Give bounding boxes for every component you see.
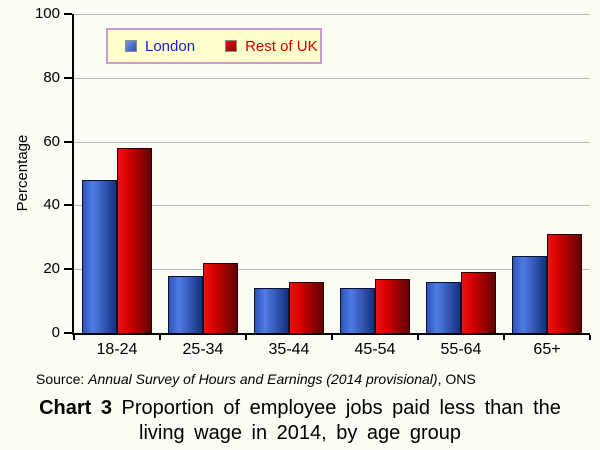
bar-london-18-24 — [82, 179, 117, 333]
y-tick-0 — [64, 332, 72, 334]
y-tick-60 — [64, 140, 72, 143]
category-slot-55-64 — [418, 14, 504, 333]
caption-line-1: Chart 3 Proportion of employee jobs paid… — [0, 396, 600, 421]
y-tick-label-20: 20 — [43, 260, 60, 278]
bar-rest-of-uk-35-44 — [289, 281, 324, 333]
gridline-60 — [74, 141, 590, 143]
category-slot-65- — [504, 14, 590, 333]
rest-of-uk-swatch-icon — [225, 40, 238, 52]
y-tick-20 — [64, 268, 72, 271]
x-boundary-tick-4 — [416, 335, 419, 340]
legend-item-london: London — [125, 38, 195, 55]
x-boundary-tick-0 — [73, 335, 75, 340]
x-label-25-34: 25-34 — [182, 341, 224, 358]
chart-caption: Chart 3 Proportion of employee jobs paid… — [0, 396, 600, 446]
y-tick-label-100: 100 — [34, 5, 60, 22]
bar-london-55-64 — [426, 281, 461, 333]
x-label-45-54: 45-54 — [354, 341, 396, 358]
x-boundary-tick-2 — [244, 335, 247, 340]
x-boundary-tick-6 — [589, 335, 591, 340]
x-label-35-44: 35-44 — [268, 341, 310, 358]
source-prefix: Source: — [36, 371, 89, 387]
bars-row — [74, 14, 590, 333]
category-slot-25-34 — [160, 14, 246, 333]
caption-chart-number: Chart 3 — [39, 397, 112, 419]
legend-label-london: London — [145, 37, 196, 55]
caption-line-1-text: Proportion of employee jobs paid less th… — [111, 397, 561, 419]
gridline-40 — [74, 205, 590, 207]
y-tick-100 — [64, 13, 72, 15]
bar-rest-of-uk-25-34 — [203, 262, 238, 333]
category-slot-35-44 — [246, 14, 332, 333]
x-boundary-tick-5 — [503, 335, 505, 340]
legend-label-rest-of-uk: Rest of UK — [245, 37, 318, 55]
bar-rest-of-uk-55-64 — [461, 272, 496, 333]
caption-line-2: living wage in 2014, by age group — [139, 422, 461, 444]
x-axis-line — [72, 333, 590, 335]
london-swatch-icon — [125, 40, 137, 52]
y-tick-label-0: 0 — [51, 324, 60, 341]
source-suffix: , ONS — [437, 371, 476, 387]
bar-rest-of-uk-18-24 — [117, 147, 152, 333]
y-tick-80 — [64, 76, 72, 79]
x-boundary-tick-1 — [158, 335, 161, 340]
y-axis-tick-labels: 0 20 40 60 80 100 — [0, 5, 60, 341]
gridline-100 — [74, 14, 590, 15]
bar-london-25-34 — [168, 275, 203, 333]
category-slot-45-54 — [332, 14, 418, 333]
y-axis-line — [72, 14, 74, 335]
bar-rest-of-uk-45-54 — [375, 278, 410, 333]
y-tick-40 — [64, 204, 72, 207]
x-label-65-: 65+ — [533, 341, 561, 358]
legend-item-rest-of-uk: Rest of UK — [225, 38, 318, 55]
gridline-80 — [74, 77, 590, 79]
gridline-20 — [74, 269, 590, 271]
bar-london-35-44 — [254, 288, 289, 333]
bar-rest-of-uk-65- — [547, 234, 582, 333]
source-survey-name: Annual Survey of Hours and Earnings (201… — [88, 371, 438, 387]
x-boundary-tick-3 — [331, 335, 333, 340]
y-tick-label-40: 40 — [43, 196, 60, 214]
y-tick-label-80: 80 — [43, 68, 60, 86]
x-label-18-24: 18-24 — [96, 341, 138, 358]
y-tick-label-60: 60 — [43, 132, 60, 150]
bar-london-45-54 — [340, 288, 375, 333]
source-note: Source: Annual Survey of Hours and Earni… — [36, 371, 476, 387]
plot-area — [64, 13, 591, 340]
x-label-55-64: 55-64 — [440, 341, 482, 358]
category-slot-18-24 — [74, 14, 160, 333]
x-axis-category-labels: 18-24 25-34 35-44 45-54 55-64 65+ — [74, 341, 590, 359]
bar-london-65- — [512, 256, 547, 333]
legend: London Rest of UK — [106, 28, 322, 64]
